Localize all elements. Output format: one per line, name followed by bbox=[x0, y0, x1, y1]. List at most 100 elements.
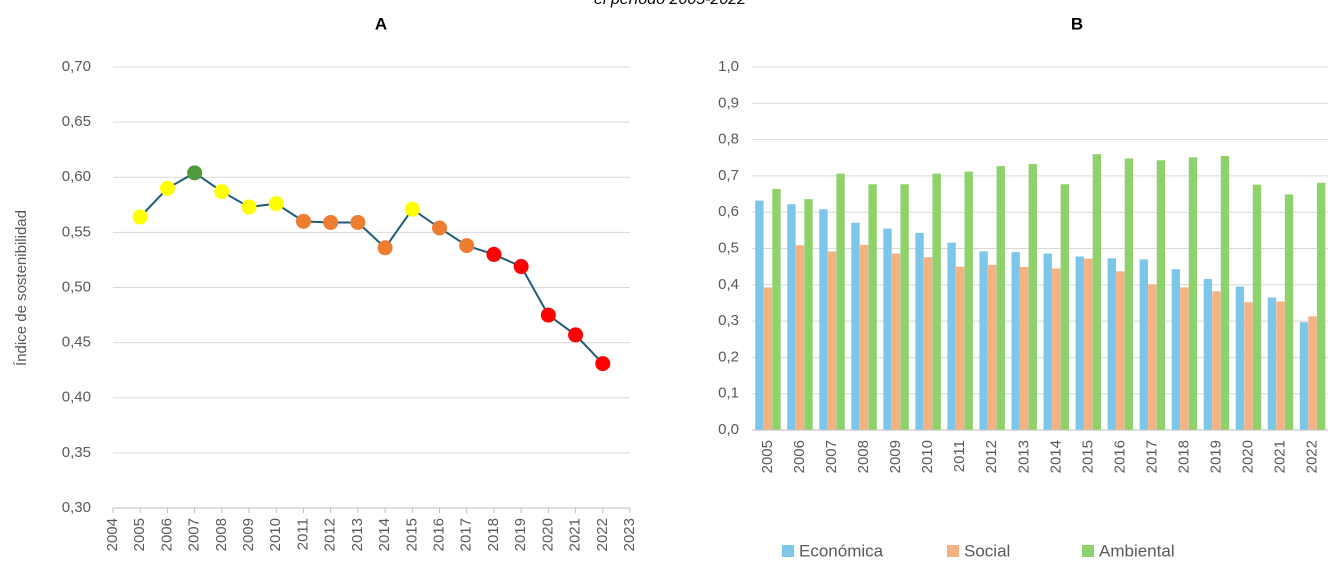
x-tick-label: 2009 bbox=[240, 518, 257, 551]
bar bbox=[787, 204, 796, 430]
x-tick-label: 2018 bbox=[485, 518, 502, 551]
bar bbox=[987, 264, 997, 430]
bar bbox=[1220, 155, 1230, 430]
bar bbox=[1060, 184, 1069, 430]
legend-label: Económica bbox=[799, 541, 884, 560]
y-tick-label: 0,40 bbox=[62, 389, 91, 406]
bar bbox=[1156, 160, 1166, 430]
x-tick-label: 2022 bbox=[1304, 440, 1321, 473]
bar bbox=[1203, 278, 1213, 430]
bar bbox=[1267, 297, 1277, 430]
x-tick-label: 2010 bbox=[919, 440, 936, 473]
x-tick-label: 2006 bbox=[791, 440, 808, 473]
x-tick-label: 2022 bbox=[594, 518, 611, 551]
y-tick-label: 0,9 bbox=[718, 94, 739, 111]
y-axis-label: Índice de sostenibilidad bbox=[13, 210, 30, 366]
x-tick-label: 2015 bbox=[1079, 440, 1096, 473]
bar bbox=[859, 244, 869, 430]
x-tick-label: 2016 bbox=[430, 518, 447, 551]
bar bbox=[1212, 291, 1221, 430]
x-tick-label: 2019 bbox=[512, 518, 529, 551]
point bbox=[350, 214, 366, 230]
bar bbox=[1188, 157, 1198, 430]
point bbox=[187, 165, 203, 181]
point bbox=[377, 240, 393, 256]
bar bbox=[804, 199, 813, 430]
bar bbox=[763, 287, 773, 430]
y-tick-label: 0,6 bbox=[718, 203, 739, 220]
bar bbox=[1075, 256, 1084, 430]
x-tick-label: 2004 bbox=[104, 518, 121, 551]
bar bbox=[1011, 252, 1020, 430]
bar bbox=[1284, 194, 1294, 430]
point bbox=[459, 238, 475, 254]
bar bbox=[1052, 268, 1061, 430]
point bbox=[404, 201, 420, 217]
bar bbox=[932, 173, 941, 431]
point bbox=[323, 214, 339, 230]
bar bbox=[996, 166, 1005, 430]
bar bbox=[836, 173, 845, 431]
bar bbox=[1299, 322, 1309, 430]
x-tick-label: 2021 bbox=[1272, 440, 1289, 473]
bar bbox=[883, 228, 892, 430]
bar bbox=[827, 251, 837, 430]
line bbox=[139, 171, 604, 365]
y-tick-label: 0,3 bbox=[718, 312, 739, 329]
point bbox=[568, 327, 584, 343]
y-tick-label: 0,4 bbox=[718, 276, 739, 293]
point bbox=[214, 184, 230, 200]
chart-title: B bbox=[1071, 14, 1083, 33]
y-tick-label: 0,50 bbox=[62, 278, 91, 295]
bar bbox=[915, 232, 924, 430]
bar bbox=[1020, 267, 1029, 430]
bar bbox=[891, 253, 901, 430]
bar bbox=[1092, 154, 1102, 430]
y-tick-label: 0,5 bbox=[718, 239, 739, 256]
x-tick-label: 2015 bbox=[403, 518, 420, 551]
bar bbox=[1316, 182, 1326, 430]
x-tick-label: 2013 bbox=[1015, 440, 1032, 473]
bar bbox=[1308, 316, 1317, 430]
bar bbox=[1171, 269, 1181, 430]
bar bbox=[964, 171, 973, 430]
legend-swatch bbox=[1082, 545, 1094, 557]
bar bbox=[1252, 184, 1262, 430]
point bbox=[595, 356, 611, 372]
x-tick-label: 2005 bbox=[131, 518, 148, 551]
chart-title: A bbox=[375, 14, 387, 33]
point bbox=[513, 259, 529, 275]
bar bbox=[1116, 271, 1125, 430]
y-tick-label: 0,70 bbox=[62, 58, 91, 75]
point bbox=[540, 307, 556, 323]
y-tick-label: 1,0 bbox=[718, 58, 739, 75]
bar bbox=[1107, 258, 1116, 430]
point bbox=[432, 220, 448, 236]
x-tick-label: 2005 bbox=[759, 440, 776, 473]
bar bbox=[819, 209, 828, 430]
y-tick-label: 0,2 bbox=[718, 348, 739, 365]
bar bbox=[755, 200, 764, 430]
bar bbox=[795, 245, 805, 430]
x-tick-label: 2021 bbox=[567, 518, 584, 551]
bar bbox=[979, 251, 988, 430]
bar bbox=[955, 266, 965, 430]
point bbox=[486, 246, 502, 262]
point bbox=[132, 209, 148, 225]
bar bbox=[1028, 163, 1037, 430]
bar bbox=[923, 257, 933, 430]
point bbox=[295, 213, 311, 229]
x-tick-label: 2018 bbox=[1175, 440, 1192, 473]
y-tick-label: 0,8 bbox=[718, 131, 739, 148]
y-tick-label: 0,45 bbox=[62, 334, 91, 351]
x-tick-label: 2020 bbox=[539, 518, 556, 551]
legend-label: Social bbox=[964, 541, 1010, 560]
x-tick-label: 2019 bbox=[1207, 440, 1224, 473]
y-tick-label: 0,65 bbox=[62, 113, 91, 130]
bar bbox=[947, 242, 956, 430]
y-tick-label: 0,35 bbox=[62, 444, 91, 461]
caption: el período 2005-2022 bbox=[594, 0, 746, 8]
y-tick-label: 0,60 bbox=[62, 168, 91, 185]
